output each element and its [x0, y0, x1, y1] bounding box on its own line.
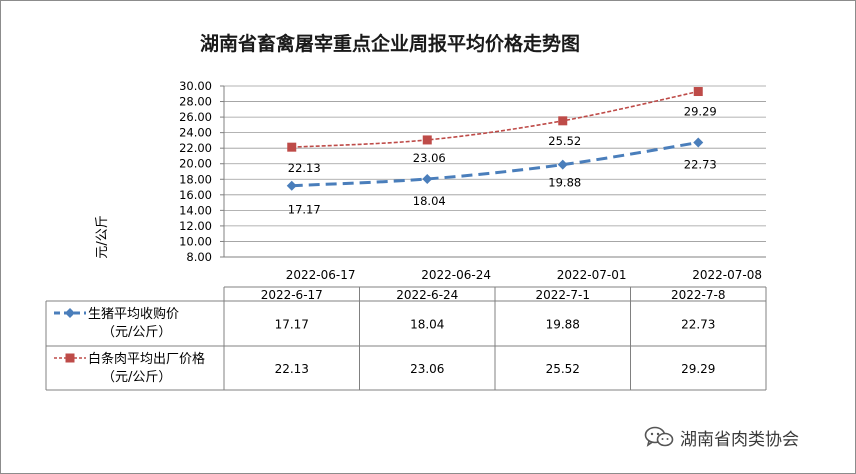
data-point-square [422, 135, 432, 145]
legend-key-marker-square [65, 353, 75, 363]
plot-area [224, 86, 766, 257]
table-cell: 25.52 [546, 362, 580, 376]
legend-key-marker-diamond [65, 308, 75, 318]
y-tick-label: 26.00 [179, 110, 212, 124]
watermark: 湖南省肉类协会 [644, 424, 799, 450]
data-label: 29.29 [684, 105, 717, 119]
data-point-diamond [286, 180, 297, 191]
y-tick-label: 24.00 [179, 126, 212, 140]
y-axis-label: 元/公斤 [95, 215, 110, 258]
y-tick-label: 12.00 [179, 219, 212, 233]
y-tick-label: 30.00 [179, 79, 212, 93]
table-cell: 29.29 [681, 362, 715, 376]
data-point-diamond [557, 159, 568, 170]
table-cell: 19.88 [546, 318, 580, 332]
series-unit: （元/公斤） [102, 325, 171, 340]
table-cell: 18.04 [410, 318, 444, 332]
data-point-diamond [422, 173, 433, 184]
y-tick-label: 22.00 [179, 141, 212, 155]
series-line-1 [291, 90, 699, 148]
data-label: 22.73 [684, 158, 717, 172]
table-header: 2022-7-8 [671, 288, 725, 302]
table-header: 2022-6-24 [396, 288, 458, 302]
y-tick-label: 8.00 [186, 250, 212, 264]
x-tick-label: 2022-06-24 [421, 268, 491, 282]
data-label: 23.06 [413, 151, 446, 165]
x-tick-label: 2022-07-08 [692, 268, 762, 282]
y-tick-label: 14.00 [179, 203, 212, 217]
x-tick-label: 2022-07-01 [557, 268, 627, 282]
y-tick-label: 20.00 [179, 157, 212, 171]
table-cell: 22.13 [275, 362, 309, 376]
table-cell: 23.06 [410, 362, 444, 376]
data-label: 18.04 [413, 194, 446, 208]
wechat-icon [644, 426, 674, 447]
watermark-text: 湖南省肉类协会 [680, 429, 799, 450]
series-name: 生猪平均收购价 [88, 306, 179, 322]
table-cell: 17.17 [275, 318, 309, 332]
y-tick-label: 28.00 [179, 95, 212, 109]
series-name: 白条肉平均出厂价格 [88, 351, 205, 367]
y-tick-label: 10.00 [179, 234, 212, 248]
x-tick-label: 2022-06-17 [286, 268, 356, 282]
data-label: 17.17 [288, 203, 321, 217]
data-point-square [693, 87, 703, 97]
data-point-square [558, 116, 568, 126]
chart-title: 湖南省畜禽屠宰重点企业周报平均价格走势图 [200, 32, 580, 55]
table-cell: 22.73 [681, 318, 715, 332]
table-header: 2022-6-17 [261, 288, 323, 302]
data-point-square [287, 142, 297, 152]
data-point-diamond [693, 137, 704, 148]
data-label: 19.88 [548, 176, 581, 190]
table-header: 2022-7-1 [536, 288, 590, 302]
series-unit: （元/公斤） [102, 370, 171, 385]
series-line-0 [291, 141, 699, 188]
data-label: 25.52 [548, 134, 581, 148]
y-tick-label: 16.00 [179, 188, 212, 202]
data-label: 22.13 [288, 161, 321, 175]
y-tick-label: 18.00 [179, 172, 212, 186]
